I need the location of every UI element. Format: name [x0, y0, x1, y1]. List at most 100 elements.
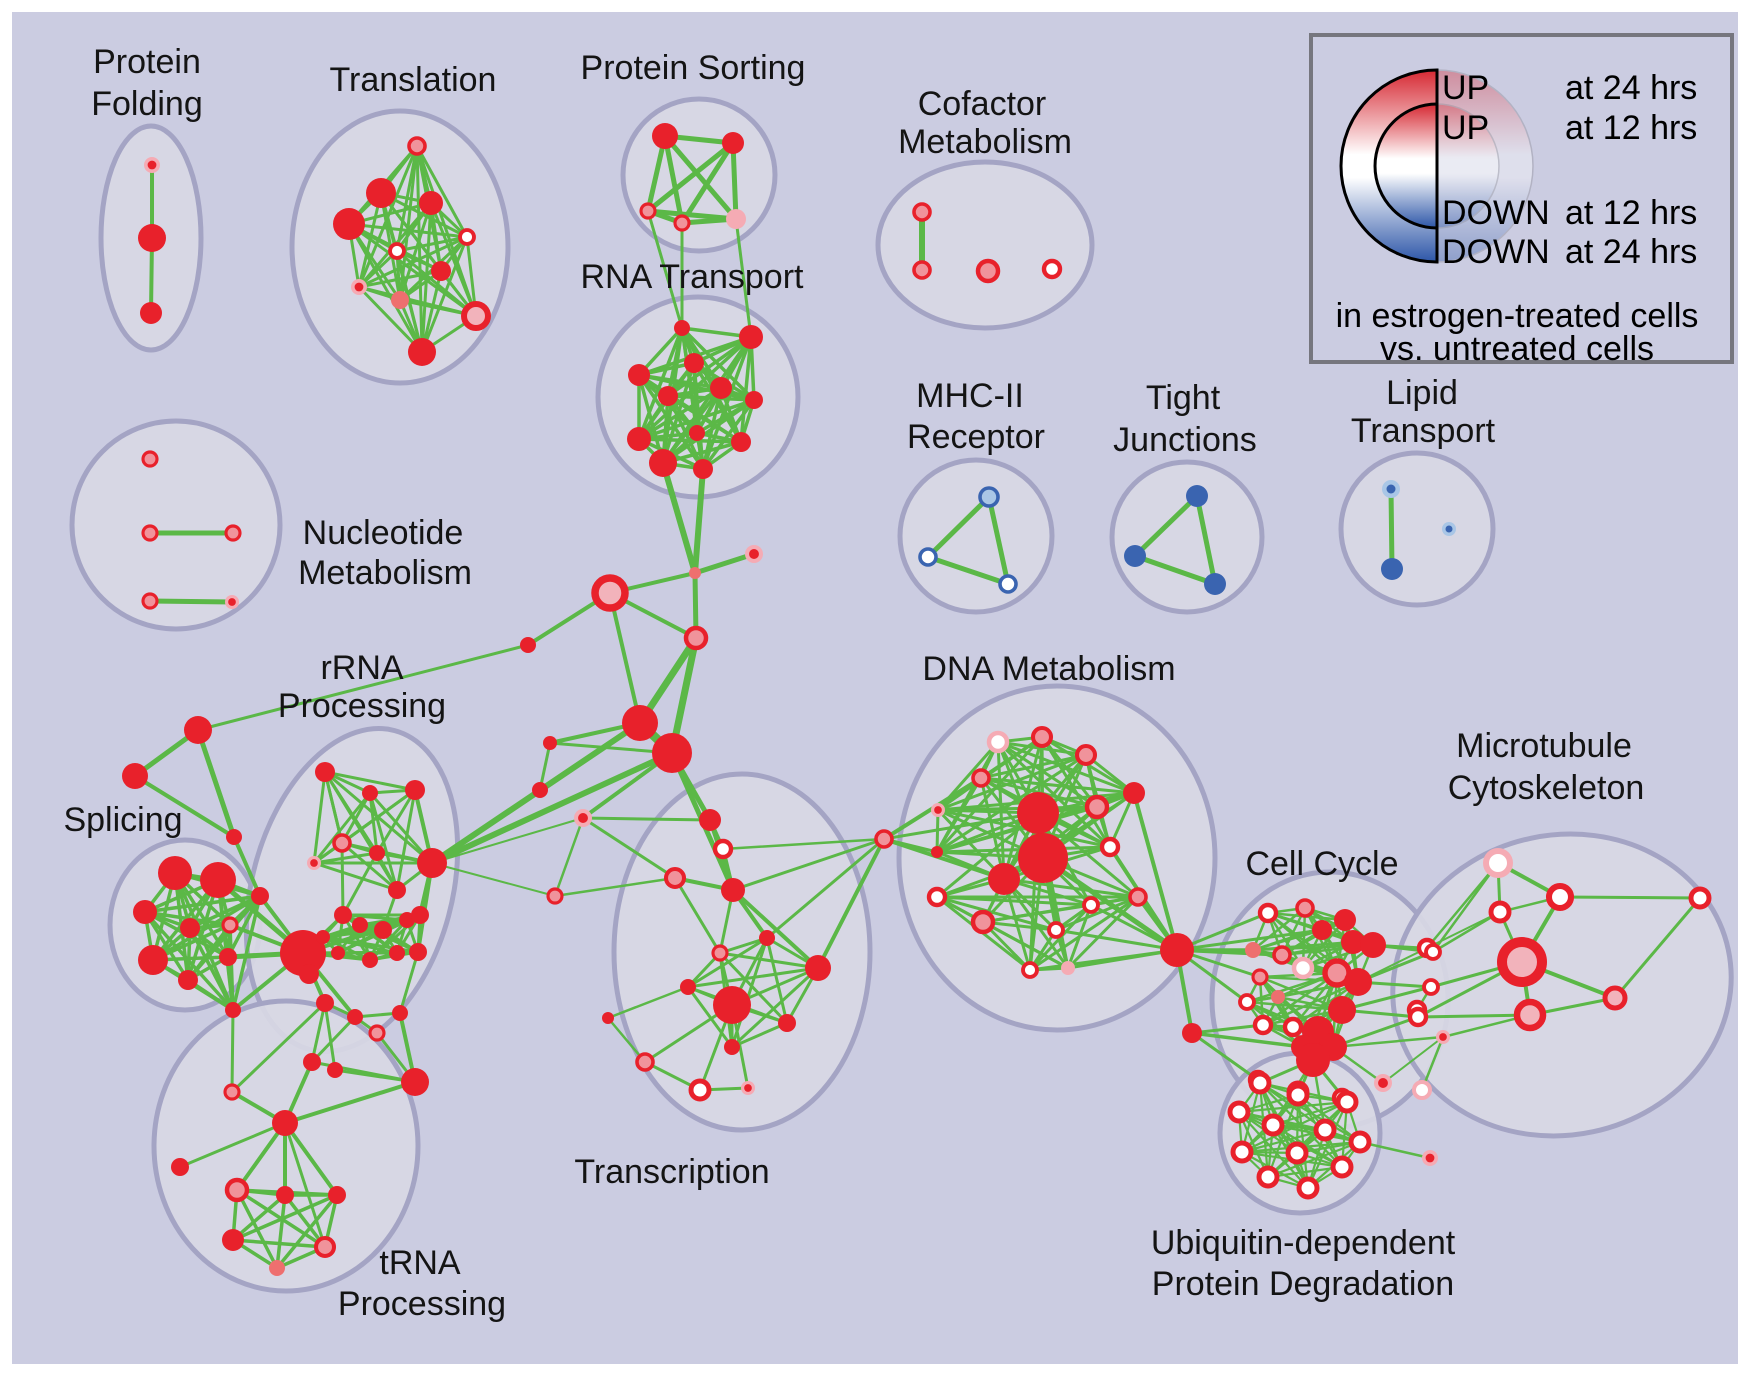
- node-cc8: [1272, 945, 1292, 965]
- edge: [312, 851, 379, 865]
- node-dbh: [1160, 933, 1194, 967]
- node-f2: [912, 260, 932, 280]
- node-mt6: [1602, 985, 1628, 1011]
- node-circle: [532, 782, 548, 798]
- node-circle: [147, 160, 157, 170]
- legend-direction-1: UP: [1442, 109, 1489, 147]
- label-trna-processing-line-1: Processing: [338, 1285, 506, 1323]
- node-circle: [332, 833, 352, 853]
- node-tx2: [711, 944, 729, 962]
- node-tx5: [713, 986, 751, 1024]
- node-f1: [912, 202, 932, 222]
- edge: [666, 394, 756, 402]
- node-circle: [226, 829, 242, 845]
- node-ubb: [1296, 1043, 1330, 1077]
- edge: [1175, 928, 1324, 952]
- edge: [226, 894, 262, 959]
- edge: [1190, 1031, 1305, 1049]
- edge: [1558, 895, 1702, 900]
- label-tight-junctions-line-1: Junctions: [1113, 421, 1257, 459]
- node-circle: [316, 994, 334, 1012]
- node-circle: [1378, 1078, 1388, 1088]
- edge: [133, 774, 236, 839]
- node-circle: [368, 1024, 386, 1042]
- node-d10: [988, 863, 1020, 895]
- edge: [1237, 1110, 1270, 1179]
- edge: [143, 910, 190, 982]
- node-circle: [652, 733, 692, 773]
- edge: [415, 144, 424, 354]
- edge: [420, 201, 433, 354]
- node-circle: [1128, 887, 1148, 907]
- node-u7: [1348, 1130, 1372, 1154]
- node-circle: [354, 282, 364, 292]
- node-circle: [362, 785, 378, 801]
- edge: [416, 861, 434, 954]
- label-lipid-transport-line-0: Lipid: [1386, 374, 1458, 412]
- node-circle: [225, 1002, 241, 1018]
- node-circle: [178, 970, 198, 990]
- node-rr15: [331, 946, 345, 960]
- edge: [692, 551, 757, 576]
- node-cc3: [1312, 920, 1332, 940]
- node-u10: [1330, 1155, 1354, 1179]
- node-q3: [224, 524, 242, 542]
- node-h7: [712, 838, 734, 860]
- edge: [341, 851, 379, 917]
- node-rr7: [388, 881, 406, 899]
- node-d5: [931, 803, 945, 817]
- node-circle: [327, 1062, 343, 1078]
- edge: [1388, 486, 1395, 572]
- node-circle: [1245, 942, 1261, 958]
- node-mt1: [1483, 848, 1513, 878]
- legend-direction-0: UP: [1442, 69, 1489, 107]
- edge: [357, 285, 424, 354]
- node-circle: [543, 736, 557, 750]
- node-circle: [1513, 998, 1547, 1032]
- node-sp7: [138, 945, 168, 975]
- node-c1: [689, 567, 701, 579]
- node-rr18: [409, 943, 427, 961]
- node-d1: [986, 730, 1010, 754]
- edge: [283, 1121, 327, 1249]
- node-d16: [1128, 887, 1148, 907]
- node-tri1: [184, 716, 212, 744]
- legend-circle-12h-faded: [1436, 103, 1500, 229]
- node-dbr: [874, 829, 894, 849]
- edge: [1190, 1031, 1260, 1082]
- node-u3: [1335, 1090, 1359, 1114]
- node-h3: [543, 736, 557, 750]
- edge: [581, 816, 712, 822]
- node-circle: [417, 848, 447, 878]
- node-cc12: [1251, 968, 1269, 986]
- node-circle: [391, 291, 409, 309]
- node-sp9: [219, 948, 237, 966]
- node-circle: [392, 1005, 408, 1021]
- edge: [882, 811, 1040, 841]
- node-circle: [1257, 902, 1279, 924]
- node-n9: [689, 425, 705, 441]
- node-circle: [1386, 484, 1396, 494]
- edge: [765, 936, 789, 1025]
- node-circle: [158, 856, 192, 890]
- node-circle: [366, 178, 396, 208]
- node-circle: [912, 260, 932, 280]
- edge: [662, 133, 685, 226]
- node-circle: [739, 325, 763, 349]
- node-circle: [652, 123, 678, 149]
- node-n8: [627, 427, 651, 451]
- node-d6: [1123, 782, 1145, 804]
- node-circle: [1160, 933, 1194, 967]
- node-circle: [1545, 882, 1575, 912]
- node-circle: [1021, 961, 1039, 979]
- node-circle: [635, 1052, 655, 1072]
- node-s1: [652, 123, 678, 149]
- node-circle: [388, 242, 406, 260]
- node-rr4: [332, 833, 352, 853]
- node-t2: [366, 178, 396, 208]
- edge: [730, 966, 820, 1049]
- node-tx9: [688, 1078, 712, 1102]
- node-circle: [1407, 1006, 1429, 1028]
- node-rr16: [362, 952, 378, 968]
